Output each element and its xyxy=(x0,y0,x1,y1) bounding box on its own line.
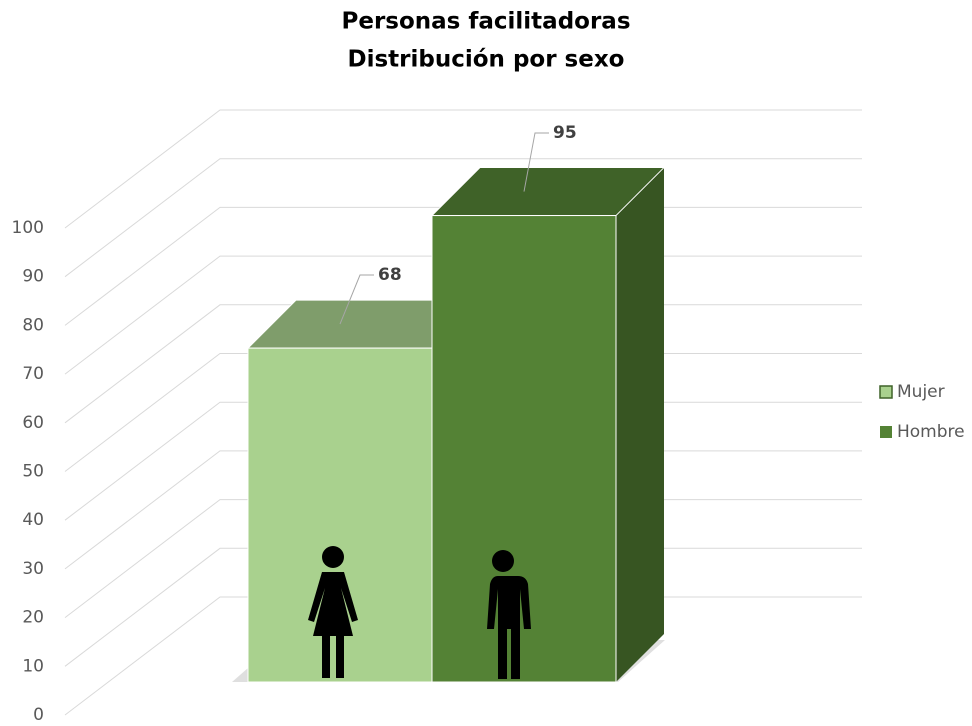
y-tick-label: 80 xyxy=(22,315,44,335)
y-tick-label: 90 xyxy=(22,267,44,287)
y-tick-label: 30 xyxy=(22,559,44,579)
y-tick-label: 10 xyxy=(22,656,44,676)
y-tick-label: 70 xyxy=(22,364,44,384)
legend-label: Mujer xyxy=(897,382,945,402)
data-label: 95 xyxy=(553,123,577,143)
y-tick-label: 60 xyxy=(22,413,44,433)
man-icon xyxy=(487,550,531,679)
grid-line xyxy=(64,109,862,229)
grid-line xyxy=(64,158,862,278)
legend-swatch xyxy=(879,385,893,399)
data-label: 68 xyxy=(378,265,402,285)
leader-line xyxy=(523,132,549,192)
y-tick-label: 50 xyxy=(22,462,44,482)
bars: 68 95 xyxy=(232,123,666,683)
icons xyxy=(308,546,531,679)
legend: Mujer Hombre xyxy=(879,382,965,442)
y-tick-label: 0 xyxy=(33,705,44,725)
grid: 0 10 20 30 40 50 60 70 80 90 100 xyxy=(12,109,862,725)
y-tick-label: 20 xyxy=(22,608,44,628)
y-tick-label: 100 xyxy=(12,218,44,238)
chart-subtitle: Distribución por sexo xyxy=(348,47,625,73)
chart-title: Personas facilitadoras xyxy=(341,9,630,35)
legend-swatch xyxy=(880,426,892,438)
leader-line xyxy=(339,274,374,325)
y-tick-label: 40 xyxy=(22,510,44,530)
legend-label: Hombre xyxy=(897,422,965,442)
bar-side xyxy=(616,167,664,683)
woman-icon xyxy=(308,546,358,678)
